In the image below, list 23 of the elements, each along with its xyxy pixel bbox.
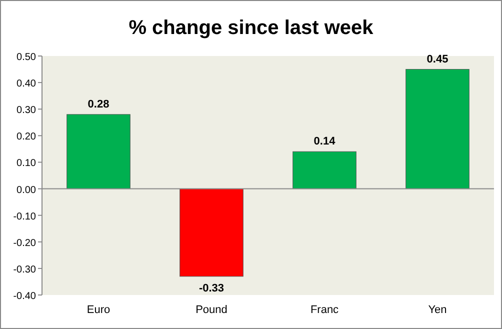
bar [292, 151, 356, 190]
y-tick-label: 0.20 [16, 132, 36, 143]
data-label: 0.28 [88, 98, 110, 110]
x-tick-label: Franc [310, 304, 340, 316]
y-tick-label: 0.50 [16, 52, 36, 63]
y-tick-label: 0.10 [16, 158, 36, 170]
bar [66, 114, 130, 190]
bar [180, 188, 244, 277]
y-tick-label: -0.40 [13, 291, 36, 302]
y-tick-label: -0.30 [13, 264, 36, 276]
data-label: 0.45 [426, 53, 448, 66]
data-label: 0.14 [314, 136, 336, 148]
y-tick-label: -0.20 [13, 238, 36, 249]
x-tick-label: Pound [196, 304, 228, 316]
bar [406, 69, 470, 190]
x-tick-label: Euro [86, 304, 110, 316]
y-tick-label: 0.00 [16, 184, 36, 196]
y-tick-label: 0.30 [16, 105, 36, 116]
x-tick-label: Yen [428, 304, 447, 316]
y-tick-label: 0.40 [16, 78, 36, 90]
chart-title: % change since last week [128, 17, 374, 39]
y-tick-label: -0.10 [13, 211, 36, 222]
data-label: -0.33 [198, 282, 224, 294]
